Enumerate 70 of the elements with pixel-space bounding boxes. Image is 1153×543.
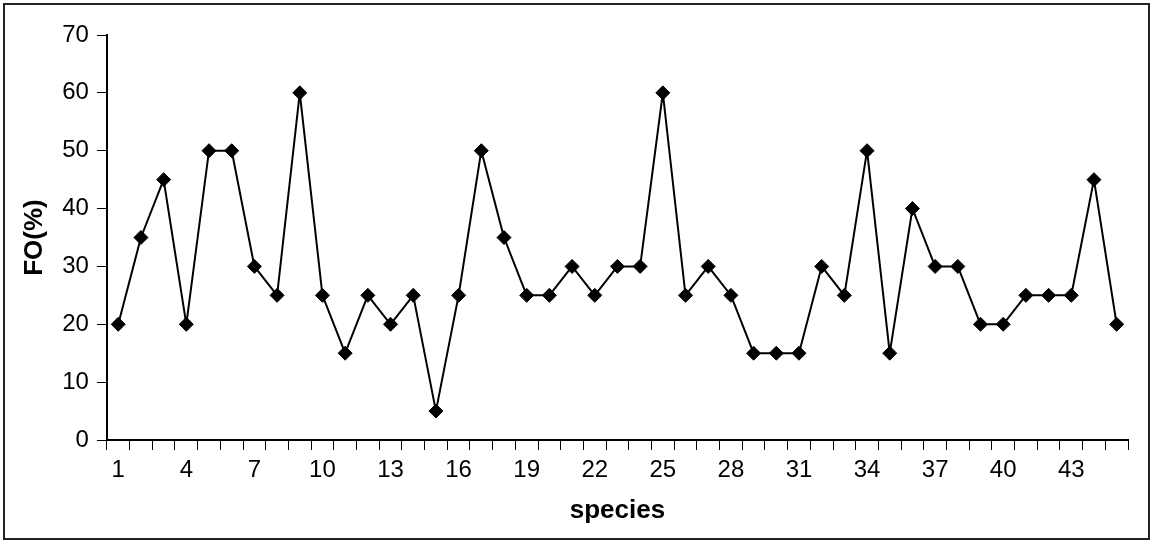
x-tick-label: 4 — [179, 455, 193, 483]
point — [360, 287, 376, 303]
x-tick-label: 43 — [1057, 455, 1085, 483]
x-tick-label: 40 — [989, 455, 1017, 483]
point — [746, 345, 762, 361]
y-tick-label: 70 — [62, 19, 89, 47]
point — [836, 287, 852, 303]
point — [541, 287, 557, 303]
point — [292, 85, 308, 101]
point — [1086, 172, 1102, 188]
point — [473, 143, 489, 159]
point — [587, 287, 603, 303]
x-tick-label: 34 — [853, 455, 881, 483]
x-tick-label: 22 — [581, 455, 609, 483]
y-tick-label: 20 — [62, 308, 89, 336]
x-axis-title: species — [569, 493, 666, 524]
y-tick-label: 40 — [62, 193, 89, 221]
point — [723, 287, 739, 303]
point — [451, 287, 467, 303]
point — [950, 258, 966, 274]
x-tick-label: 13 — [377, 455, 404, 483]
y-tick-label: 0 — [75, 424, 89, 452]
point — [314, 287, 330, 303]
point — [337, 345, 353, 361]
point — [1018, 287, 1034, 303]
point — [519, 287, 535, 303]
point — [224, 143, 240, 159]
x-tick-label: 25 — [649, 455, 677, 483]
x-tick-label: 7 — [247, 455, 262, 483]
point — [496, 230, 512, 245]
point — [655, 85, 671, 101]
y-axis-title: FO(%) — [17, 199, 48, 276]
point — [1063, 287, 1079, 303]
x-tick-label: 28 — [717, 455, 745, 483]
point — [700, 258, 716, 274]
x-tick-label: 16 — [445, 455, 472, 483]
point — [269, 287, 285, 303]
x-tick-label: 31 — [785, 455, 813, 483]
point — [428, 403, 444, 419]
point — [201, 143, 217, 159]
point — [609, 258, 625, 274]
point — [927, 258, 943, 274]
point — [768, 345, 784, 361]
point — [133, 230, 149, 245]
point — [882, 345, 898, 361]
point — [904, 201, 920, 217]
point — [405, 287, 421, 303]
point — [178, 316, 194, 332]
point — [383, 316, 399, 332]
point — [564, 258, 580, 274]
point — [678, 287, 694, 303]
point — [632, 258, 648, 274]
x-tick-label: 1 — [111, 455, 125, 483]
x-tick-label: 19 — [513, 455, 541, 483]
point — [156, 172, 172, 188]
point — [814, 258, 830, 274]
point — [995, 316, 1011, 332]
y-tick-label: 50 — [62, 135, 89, 163]
point — [791, 345, 807, 361]
point — [110, 316, 126, 332]
point — [859, 143, 875, 159]
point — [973, 316, 989, 332]
y-tick-label: 10 — [62, 366, 89, 394]
x-tick-label: 37 — [921, 455, 949, 483]
point — [246, 258, 262, 274]
x-tick-label: 10 — [309, 455, 336, 483]
point — [1109, 316, 1125, 332]
y-tick-label: 30 — [62, 251, 89, 279]
y-tick-label: 60 — [62, 77, 89, 105]
point — [1041, 287, 1057, 303]
